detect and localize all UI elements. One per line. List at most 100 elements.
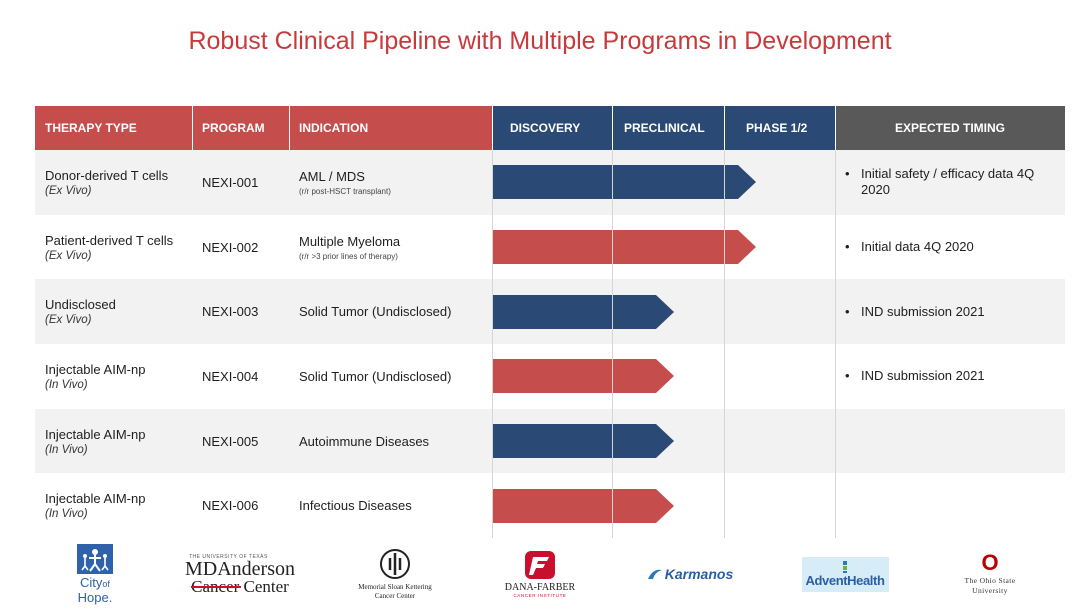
progress-arrow bbox=[492, 165, 756, 200]
therapy-subtype: (In Vivo) bbox=[45, 378, 88, 391]
bullet-icon: • bbox=[845, 239, 850, 255]
header-divider bbox=[289, 106, 290, 150]
table-row: Injectable AIM-np (In Vivo) NEXI-006 Infect… bbox=[35, 474, 1065, 539]
therapy-type: Injectable AIM-np bbox=[45, 426, 146, 442]
indication: Infectious Diseases bbox=[299, 498, 412, 514]
advent-health-logo: AdventHealth bbox=[800, 538, 890, 610]
header-divider bbox=[835, 106, 836, 150]
program-cell: NEXI-006 bbox=[202, 474, 287, 539]
partner-logos: Cityof Hope. THE UNIVERSITY OF TEXAS MDA… bbox=[35, 538, 1065, 610]
indication-note: (r/r >3 prior lines of therapy) bbox=[299, 251, 398, 261]
header-preclinical: PRECLINICAL bbox=[612, 106, 724, 150]
therapy-type-cell: Injectable AIM-np (In Vivo) bbox=[45, 474, 190, 539]
header-therapy-type: THERAPY TYPE bbox=[35, 106, 192, 150]
therapy-type-cell: Undisclosed (Ex Vivo) bbox=[45, 279, 190, 344]
indication-cell: Infectious Diseases bbox=[299, 474, 489, 539]
therapy-type-cell: Patient-derived T cells (Ex Vivo) bbox=[45, 215, 190, 280]
progress-arrow bbox=[492, 294, 674, 329]
md-anderson-name: MDAnderson bbox=[185, 557, 295, 580]
progress-arrow-shape bbox=[492, 488, 674, 523]
stage-divider bbox=[835, 150, 836, 538]
ohio-state-text-1: The Ohio State bbox=[964, 576, 1016, 585]
city-of-hope-logo: Cityof Hope. bbox=[55, 538, 135, 610]
progress-arrow bbox=[492, 424, 674, 459]
therapy-type-cell: Injectable AIM-np (In Vivo) bbox=[45, 409, 190, 474]
progress-arrow-shape bbox=[492, 424, 674, 459]
city-of-hope-icon bbox=[77, 544, 113, 574]
table-row: Patient-derived T cells (Ex Vivo) NEXI-002… bbox=[35, 215, 1065, 280]
therapy-type-cell: Injectable AIM-np (In Vivo) bbox=[45, 344, 190, 409]
header-divider bbox=[192, 106, 193, 150]
expected-timing-cell: • Initial safety / efficacy data 4Q 2020 bbox=[845, 150, 1055, 215]
progress-arrow-shape bbox=[492, 165, 756, 200]
stage-divider bbox=[492, 150, 493, 538]
program-cell: NEXI-003 bbox=[202, 279, 287, 344]
page-title: Robust Clinical Pipeline with Multiple P… bbox=[188, 27, 892, 55]
indication-cell: Autoimmune Diseases bbox=[299, 409, 489, 474]
advent-health-name: AdventHealth bbox=[805, 572, 885, 588]
md-anderson-strike bbox=[191, 585, 242, 588]
table-row: Donor-derived T cells (Ex Vivo) NEXI-001 AM… bbox=[35, 150, 1065, 215]
advent-health-icon bbox=[843, 560, 847, 573]
program-cell: NEXI-005 bbox=[202, 409, 287, 474]
city-of-hope-text: City bbox=[80, 575, 103, 590]
dana-farber-logo: DANA-FARBER CANCER INSTITUTE bbox=[495, 538, 585, 610]
therapy-type: Patient-derived T cells bbox=[45, 232, 174, 248]
bullet-icon: • bbox=[845, 303, 850, 319]
program-id: NEXI-002 bbox=[202, 239, 259, 255]
indication-cell: Multiple Myeloma (r/r >3 prior lines of t… bbox=[299, 215, 489, 280]
therapy-subtype: (Ex Vivo) bbox=[45, 184, 92, 197]
progress-arrow bbox=[492, 230, 756, 265]
program-id: NEXI-003 bbox=[202, 304, 259, 320]
therapy-subtype: (Ex Vivo) bbox=[45, 314, 92, 327]
indication-note: (r/r post-HSCT transplant) bbox=[299, 186, 391, 196]
expected-timing: Initial data 4Q 2020 bbox=[861, 239, 974, 255]
expected-timing-cell: • IND submission 2021 bbox=[845, 344, 1055, 409]
indication: AML / MDS bbox=[299, 168, 365, 184]
stage-divider bbox=[612, 150, 613, 538]
header-divider bbox=[724, 106, 725, 150]
program-cell: NEXI-001 bbox=[202, 150, 287, 215]
therapy-type-cell: Donor-derived T cells (Ex Vivo) bbox=[45, 150, 190, 215]
indication-cell: Solid Tumor (Undisclosed) bbox=[299, 344, 489, 409]
therapy-subtype: (Ex Vivo) bbox=[45, 249, 92, 262]
progress-arrow bbox=[492, 359, 674, 394]
progress-arrow-shape bbox=[492, 359, 674, 394]
therapy-subtype: (In Vivo) bbox=[45, 508, 88, 521]
expected-timing-cell: • Initial data 4Q 2020 bbox=[845, 215, 1055, 280]
therapy-type: Undisclosed bbox=[45, 297, 116, 313]
indication-cell: AML / MDS (r/r post-HSCT transplant) bbox=[299, 150, 489, 215]
expected-timing-cell: • IND submission 2021 bbox=[845, 279, 1055, 344]
expected-timing: IND submission 2021 bbox=[861, 368, 985, 384]
msk-text-1: Memorial Sloan Kettering bbox=[358, 582, 432, 591]
city-of-hope-of: of bbox=[102, 579, 110, 589]
indication: Multiple Myeloma bbox=[299, 233, 401, 249]
karmanos-icon bbox=[647, 569, 662, 579]
progress-arrow-shape bbox=[492, 294, 674, 329]
dana-farber-icon bbox=[525, 550, 555, 579]
ohio-state-text-2: University bbox=[972, 586, 1008, 595]
progress-arrow-shape bbox=[492, 230, 756, 265]
indication: Solid Tumor (Undisclosed) bbox=[299, 304, 452, 320]
msk-icon bbox=[380, 548, 410, 579]
header-divider bbox=[492, 106, 493, 150]
expected-timing: Initial safety / efficacy data 4Q 2020 bbox=[861, 166, 1035, 198]
expected-timing: IND submission 2021 bbox=[861, 303, 985, 319]
therapy-type: Injectable AIM-np bbox=[45, 361, 146, 377]
header-phase: PHASE 1/2 bbox=[724, 106, 835, 150]
table-row: Injectable AIM-np (In Vivo) NEXI-005 Autoim… bbox=[35, 408, 1065, 474]
dana-farber-sub: CANCER INSTITUTE bbox=[513, 592, 567, 598]
bullet-icon: • bbox=[845, 368, 850, 384]
indication: Solid Tumor (Undisclosed) bbox=[299, 368, 452, 384]
md-anderson-small: THE UNIVERSITY OF TEXAS bbox=[189, 553, 268, 560]
md-anderson-logo: THE UNIVERSITY OF TEXAS MDAnderson Cance… bbox=[175, 538, 305, 610]
therapy-type: Donor-derived T cells bbox=[45, 167, 169, 183]
bullet-icon: • bbox=[845, 166, 850, 182]
md-anderson-sub: Cancer Center bbox=[191, 578, 289, 595]
ohio-state-logo: O The Ohio State University bbox=[950, 538, 1030, 610]
header-expected-timing: EXPECTED TIMING bbox=[835, 106, 1065, 150]
karmanos-name: Karmanos bbox=[664, 566, 734, 582]
ohio-state-icon: O bbox=[981, 550, 999, 575]
indication-cell: Solid Tumor (Undisclosed) bbox=[299, 279, 489, 344]
progress-arrow bbox=[492, 488, 674, 523]
